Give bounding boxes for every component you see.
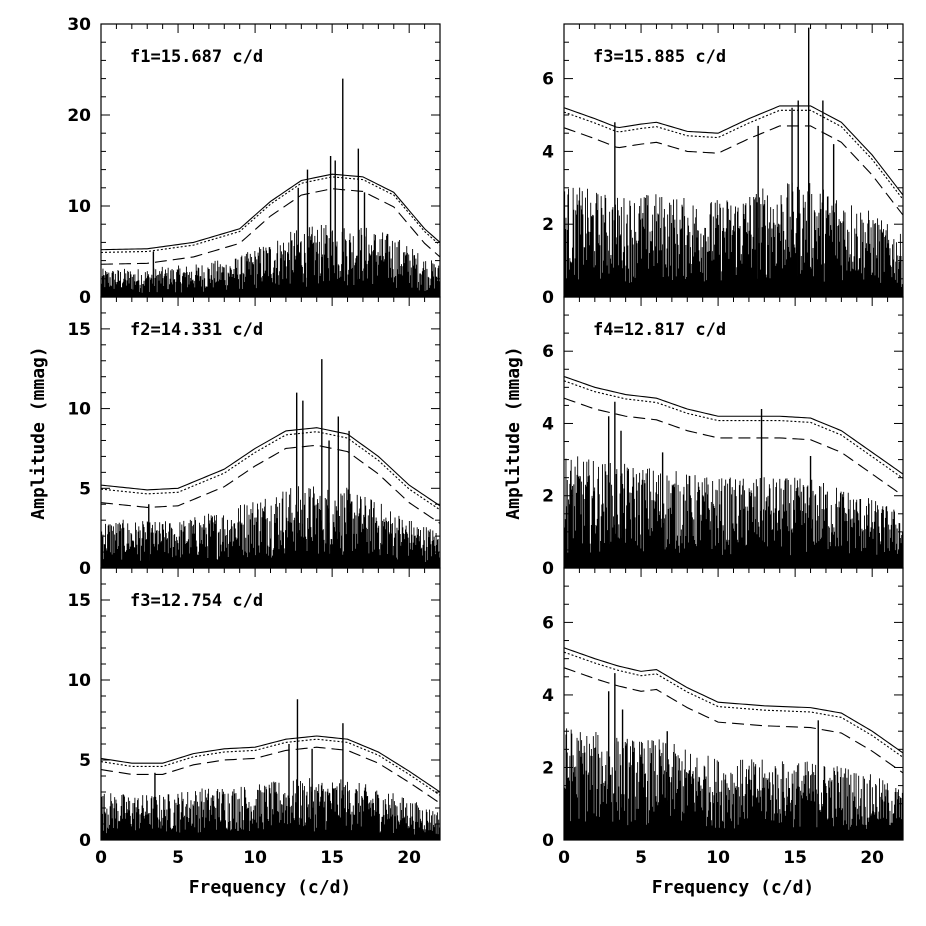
y-tick-label: 10 [67,400,91,420]
noise-spectrum [564,728,903,840]
y-tick-label: 0 [542,559,554,579]
panel-left-2: 0 5 10 15 f2=14.331 c/d [67,296,441,579]
y-tick-label: 2 [542,215,554,235]
y-tick-label: 0 [79,831,91,851]
panel-left-3: 0 5 10 15 20 0 5 10 15 f3=12.754 c/d [67,567,441,868]
x-tick-label: 15 [783,848,807,868]
x-tick-label: 15 [320,848,344,868]
noise-spectrum [564,456,903,568]
curve-dotted [101,431,440,511]
y-tick-label: 0 [542,831,554,851]
x-tick-label: 10 [706,848,730,868]
y-tick-label: 0 [79,559,91,579]
y-tick-label: 2 [542,758,554,778]
y-tick-label: 4 [542,142,554,162]
frequency-annotation: f4=12.817 c/d [593,320,726,340]
curve-dotted [564,651,903,758]
left-y-axis-label: Amplitude (mmag) [28,346,49,519]
frequency-annotation: f1=15.687 c/d [130,47,263,67]
noise-spectrum [101,224,440,297]
noise-spectrum [564,182,903,297]
y-tick-label: 4 [542,686,554,706]
x-tick-label: 5 [172,848,184,868]
curve-dotted [101,738,440,796]
frequency-annotation: f3=15.885 c/d [593,47,726,67]
y-tick-label: 5 [79,751,91,771]
right-y-axis-label: Amplitude (mmag) [503,346,524,519]
y-tick-label: 6 [542,613,554,633]
x-tick-label: 0 [95,848,107,868]
curve-dashed [564,397,903,497]
y-tick-label: 4 [542,414,554,434]
x-tick-label: 5 [635,848,647,868]
curve-dotted [564,109,903,200]
curve-solid [101,173,440,251]
curve-dotted [101,176,440,253]
left-x-axis-label: Frequency (c/d) [189,877,352,898]
y-tick-label: 2 [542,487,554,507]
y-tick-label: 15 [67,320,91,340]
curve-dashed [564,125,903,216]
panel-right-2: 0 2 4 6 f4=12.817 c/d [542,296,904,579]
x-tick-label: 20 [397,848,421,868]
curve-solid [564,105,903,196]
curve-dashed [564,667,903,774]
curve-dashed [101,444,440,524]
y-tick-label: 5 [79,479,91,499]
panel-left-1: 0 10 20 30 f1=15.687 c/d [67,15,441,308]
y-tick-label: 30 [67,15,91,35]
y-tick-label: 0 [542,288,554,308]
x-tick-label: 20 [860,848,884,868]
curve-solid [101,735,440,793]
panel-right-3: 0 5 10 15 20 0 2 4 6 [542,567,904,868]
x-tick-label: 0 [558,848,570,868]
y-tick-label: 10 [67,197,91,217]
curve-dashed [101,188,440,265]
frequency-annotation: f3=12.754 c/d [130,591,263,611]
right-x-axis-label: Frequency (c/d) [652,877,815,898]
x-tick-label: 10 [243,848,267,868]
curve-dashed [101,746,440,804]
y-tick-label: 15 [67,591,91,611]
y-tick-label: 6 [542,70,554,90]
noise-spectrum [101,778,440,840]
y-tick-label: 0 [79,288,91,308]
curve-solid [101,427,440,507]
frequency-annotation: f2=14.331 c/d [130,320,263,340]
curve-solid [564,647,903,754]
noise-spectrum [101,486,440,568]
y-tick-label: 6 [542,342,554,362]
panel-right-1: 0 2 4 6 f3=15.885 c/d [542,23,904,308]
y-tick-label: 20 [67,106,91,126]
y-tick-label: 10 [67,671,91,691]
curve-solid [564,375,903,475]
